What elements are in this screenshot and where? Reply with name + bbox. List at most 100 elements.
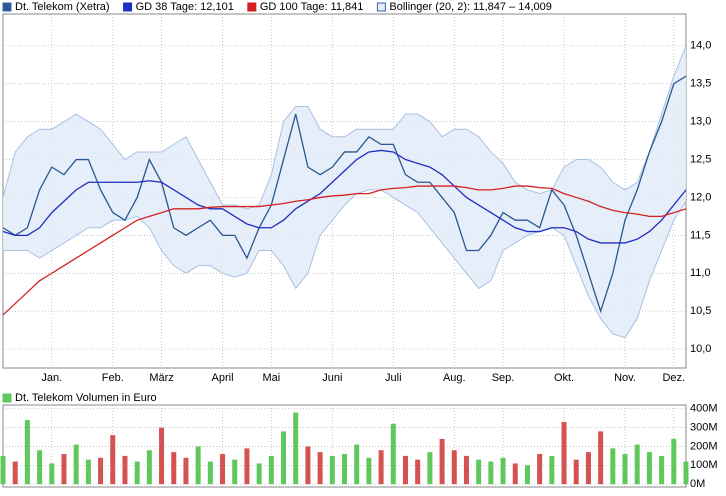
volume-bar (549, 455, 555, 485)
volume-bar (232, 459, 238, 485)
volume-bar (207, 461, 213, 485)
volume-bar (146, 450, 152, 485)
volume-bar (268, 455, 274, 485)
legend-swatch (123, 2, 133, 12)
volume-bar (305, 446, 311, 485)
legend-label: Dt. Telekom (Xetra) (15, 1, 110, 13)
y-tick-label: 12,5 (690, 153, 711, 165)
volume-bar (451, 450, 457, 485)
legend-label: GD 100 Tage: 11,841 (260, 1, 364, 13)
volume-bar (415, 459, 421, 485)
volume-bar (561, 421, 567, 485)
volume-bar (683, 461, 689, 485)
volume-bar (134, 461, 140, 485)
volume-bar (366, 457, 372, 485)
bollinger-band (3, 45, 686, 338)
x-tick-label: Aug. (443, 372, 466, 384)
volume-bar (402, 455, 408, 485)
volume-bar (476, 459, 482, 485)
y-tick-label: 11,0 (690, 267, 711, 279)
x-tick-label: Jan. (41, 372, 62, 384)
price-line (2, 185, 687, 316)
volume-bar (659, 455, 665, 485)
volume-bar (73, 444, 79, 485)
volume-bar (220, 454, 226, 485)
legend-swatch (376, 2, 386, 12)
x-tick-label: April (212, 372, 234, 384)
x-tick-label: Feb. (102, 372, 124, 384)
y-tick-label: 13,5 (690, 78, 711, 90)
volume-bar (439, 438, 445, 485)
volume-bar (342, 454, 347, 485)
volume-bar (195, 446, 201, 485)
x-tick-label: Nov. (614, 372, 636, 384)
bollinger-lower (3, 189, 687, 339)
volume-bar (159, 427, 165, 485)
volume-bar (354, 444, 360, 485)
y-tick-label: 0M (690, 478, 705, 490)
volume-bar (110, 435, 116, 485)
volume-bar (671, 438, 677, 485)
x-tick-label: Okt. (554, 372, 574, 384)
legend-label: Dt. Telekom Volumen in Euro (15, 392, 157, 404)
volume-bar (634, 444, 640, 485)
volume-bar (12, 461, 18, 485)
volume-bar (256, 463, 262, 485)
x-tick-label: März (149, 372, 173, 384)
bollinger-upper (2, 45, 687, 210)
y-tick-label: 12,0 (690, 191, 711, 203)
volume-bar (281, 431, 287, 485)
x-tick-label: Dez. (662, 372, 685, 384)
volume-frame (2, 404, 687, 488)
volume-bar (524, 465, 530, 485)
volume-bar (585, 452, 591, 485)
price-line (2, 75, 687, 314)
y-tick-label: 10,0 (690, 343, 711, 355)
volume-bar (512, 463, 518, 485)
volume-bar (171, 452, 177, 485)
volume-bar (61, 454, 67, 485)
x-tick-label: Juli (385, 372, 402, 384)
volume-bar (488, 461, 494, 485)
x-tick-label: Sep. (492, 372, 515, 384)
x-tick-label: Juni (322, 372, 342, 384)
y-tick-label: 400M (690, 403, 718, 415)
volume-bar (378, 450, 384, 485)
volume-bar (183, 457, 189, 485)
volume-bar (537, 454, 543, 485)
volume-bar (317, 452, 323, 485)
y-tick-label: 13,0 (690, 116, 711, 128)
y-tick-label: 100M (690, 459, 718, 471)
volume-bar (0, 455, 6, 485)
legend-label: GD 38 Tage: 12,101 (136, 1, 234, 13)
legend-swatch (2, 2, 12, 12)
volume-bar (122, 455, 128, 485)
volume-bar (24, 420, 30, 485)
y-tick-label: 14,0 (690, 40, 711, 52)
volume-bar (293, 412, 299, 485)
volume-bar (329, 455, 335, 485)
volume-bar (85, 459, 91, 485)
volume-bar (646, 452, 652, 485)
legend-swatch (2, 393, 12, 403)
volume-bar (598, 431, 604, 485)
volume-bar (463, 455, 469, 485)
legend-label: Bollinger (20, 2): 11,847 – 14,009 (389, 1, 551, 13)
volume-bar (622, 454, 628, 485)
volume-bar (98, 457, 104, 485)
y-tick-label: 10,5 (690, 305, 711, 317)
volume-bar (500, 457, 506, 485)
volume-bar (573, 459, 579, 485)
legend-swatch (247, 2, 257, 12)
volume-bar (427, 452, 433, 485)
y-tick-label: 200M (690, 440, 718, 452)
x-tick-label: Mai (262, 372, 280, 384)
volume-bar (244, 448, 250, 485)
price-line (2, 149, 687, 244)
volume-bar (390, 423, 396, 485)
y-tick-label: 300M (690, 422, 718, 434)
volume-bar (49, 463, 55, 485)
y-tick-label: 11,5 (690, 229, 711, 241)
volume-bar (37, 450, 43, 485)
